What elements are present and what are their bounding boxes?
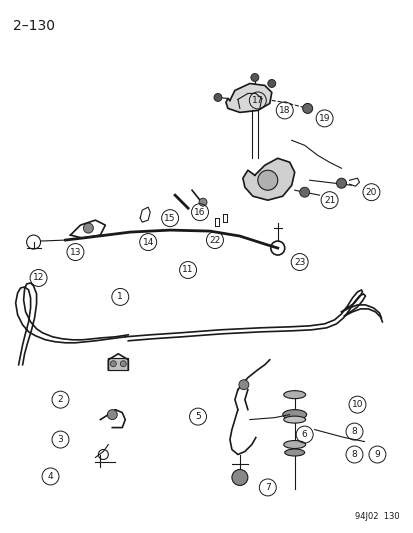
Text: 22: 22	[209, 236, 220, 245]
Text: 3: 3	[57, 435, 63, 444]
Circle shape	[302, 103, 312, 114]
Text: 15: 15	[164, 214, 176, 223]
Text: 13: 13	[69, 247, 81, 256]
Text: 9: 9	[374, 450, 380, 459]
Text: 14: 14	[142, 238, 154, 247]
Text: 18: 18	[278, 106, 290, 115]
Text: 1: 1	[117, 293, 123, 302]
Polygon shape	[242, 158, 294, 200]
Circle shape	[336, 178, 346, 188]
Circle shape	[107, 410, 117, 419]
Text: 8: 8	[351, 427, 356, 436]
Circle shape	[120, 361, 126, 367]
Text: 12: 12	[33, 273, 44, 282]
Text: 11: 11	[182, 265, 193, 274]
Text: 16: 16	[194, 208, 205, 216]
Ellipse shape	[284, 449, 304, 456]
Text: 21: 21	[323, 196, 335, 205]
Circle shape	[83, 223, 93, 233]
Text: 5: 5	[195, 412, 200, 421]
Ellipse shape	[283, 441, 305, 449]
Text: 2: 2	[57, 395, 63, 404]
Ellipse shape	[283, 391, 305, 399]
Polygon shape	[108, 358, 128, 370]
Text: 2–130: 2–130	[13, 19, 55, 33]
Text: 6: 6	[301, 430, 307, 439]
Text: 17: 17	[252, 96, 263, 105]
Circle shape	[214, 93, 221, 101]
Text: 20: 20	[365, 188, 376, 197]
Text: 19: 19	[318, 114, 330, 123]
Circle shape	[257, 170, 277, 190]
Text: 94J02  130: 94J02 130	[354, 512, 399, 521]
Text: 7: 7	[264, 483, 270, 492]
Circle shape	[231, 470, 247, 486]
Circle shape	[238, 379, 248, 390]
Text: 10: 10	[351, 400, 362, 409]
Ellipse shape	[282, 410, 306, 419]
Ellipse shape	[283, 416, 305, 423]
Circle shape	[110, 361, 116, 367]
Circle shape	[199, 198, 206, 206]
Circle shape	[267, 79, 275, 87]
Text: 4: 4	[47, 472, 53, 481]
Circle shape	[299, 187, 309, 197]
Polygon shape	[225, 84, 271, 112]
Text: 23: 23	[293, 257, 305, 266]
Circle shape	[250, 74, 258, 82]
Text: 8: 8	[351, 450, 356, 459]
